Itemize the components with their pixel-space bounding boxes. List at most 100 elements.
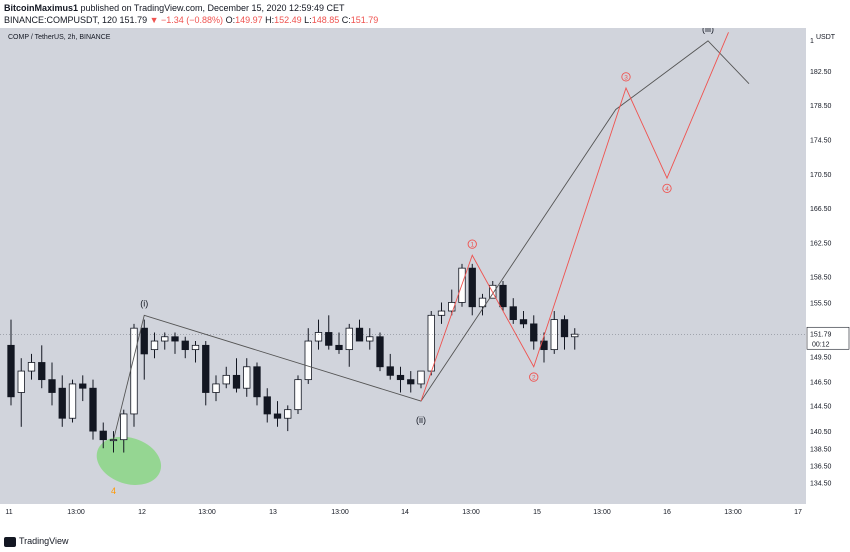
- currency-label: USDT: [816, 34, 836, 41]
- candle: [130, 323, 138, 427]
- candle-body: [140, 327, 148, 355]
- wave-label-circle: [662, 183, 672, 194]
- x-tick-label: 17: [794, 509, 802, 516]
- wave-label: (i): [140, 298, 148, 308]
- candle-body: [109, 439, 118, 442]
- y-tick-label: 134.50: [810, 481, 832, 488]
- x-tick-label: 13:00: [67, 509, 85, 516]
- candle: [478, 293, 487, 316]
- footer: TradingView: [0, 532, 850, 552]
- close-label: C:: [341, 15, 351, 25]
- x-tick-label: 13:00: [331, 509, 349, 516]
- candle-body: [437, 310, 446, 316]
- candle-body: [335, 344, 343, 351]
- candle: [325, 315, 333, 350]
- candle: [571, 328, 579, 350]
- candle-body: [243, 366, 251, 389]
- candle: [396, 366, 405, 393]
- time-axis-background: [0, 504, 806, 518]
- y-tick-label: 162.50: [810, 240, 832, 247]
- y-tick-label: 155.50: [810, 300, 832, 307]
- candle-body: [550, 319, 558, 351]
- close-value: 151.79: [350, 15, 379, 25]
- tradingview-logo[interactable]: TradingView: [4, 536, 69, 547]
- candle: [243, 358, 251, 397]
- candle-body: [519, 319, 528, 325]
- candle-body: [130, 327, 138, 415]
- candle: [27, 353, 36, 380]
- candle: [150, 332, 159, 359]
- candle: [191, 341, 200, 363]
- author-name[interactable]: BitcoinMaximus1: [4, 3, 79, 13]
- price-change: ▼ −1.34 (−0.88%): [149, 15, 224, 25]
- x-tick-label: 15: [533, 509, 541, 516]
- candle: [253, 362, 261, 406]
- candle-body: [17, 370, 25, 393]
- x-tick-label: 13:00: [462, 509, 480, 516]
- candle-body: [499, 284, 507, 308]
- candle-body: [417, 370, 425, 385]
- wave-label: (iii): [702, 28, 714, 34]
- candle-body: [38, 362, 46, 381]
- candlestick-chart[interactable]: COMP / TetherUS, 2h, BINANCE 182.50 178.50…: [0, 17, 850, 518]
- wave-label: (ii): [416, 415, 426, 425]
- candle: [560, 315, 569, 350]
- candle-body: [232, 374, 241, 389]
- last-price: 151.79: [119, 15, 148, 25]
- wave-label-circle: [529, 372, 539, 382]
- candle-body: [161, 336, 169, 342]
- candle-body: [284, 409, 292, 419]
- candle: [212, 375, 220, 402]
- y-tick-label: 146.50: [810, 379, 832, 386]
- candle-body: [314, 332, 323, 342]
- y-tick-label: 182.50: [810, 69, 832, 76]
- low-value: 148.85: [311, 15, 340, 25]
- candle: [366, 328, 374, 350]
- wave-label: 2: [532, 375, 536, 382]
- candle: [509, 298, 517, 324]
- y-tick-label: 170.50: [810, 172, 832, 179]
- candle-body: [202, 344, 210, 393]
- candle-body: [171, 336, 179, 342]
- candle-body: [263, 396, 271, 415]
- candle-body: [48, 379, 56, 393]
- candle: [519, 311, 528, 329]
- candle: [530, 315, 538, 350]
- x-tick-label: 11: [5, 509, 12, 516]
- publish-info: published on TradingView.com, December 1…: [80, 3, 345, 13]
- candle-body: [448, 302, 456, 312]
- sub-wave-line: [420, 32, 729, 402]
- candle-body: [253, 366, 261, 398]
- candle-body: [386, 366, 394, 376]
- last-price-label: 151.79: [810, 331, 832, 338]
- candle-body: [427, 314, 435, 372]
- price-axis-background: [806, 28, 850, 518]
- candle: [99, 422, 107, 449]
- candle: [345, 323, 353, 367]
- candle: [7, 319, 15, 406]
- candle: [17, 358, 25, 427]
- highlight-ellipse: [96, 436, 162, 485]
- high-value: 152.49: [274, 15, 302, 25]
- candle-body: [7, 344, 15, 398]
- candle: [437, 302, 446, 324]
- candle: [335, 332, 343, 354]
- y-tick-label: 144.50: [810, 403, 832, 410]
- y-tick-label: 158.50: [810, 275, 832, 282]
- candle: [232, 358, 241, 393]
- candle-body: [530, 323, 538, 342]
- candle: [294, 375, 302, 414]
- y-tick-label: 136.50: [810, 463, 832, 470]
- low-label: L:: [304, 15, 312, 25]
- candle-body: [478, 297, 487, 308]
- candle-body: [407, 379, 415, 385]
- wave-label: 3: [624, 74, 628, 81]
- candle-body: [560, 319, 569, 338]
- chart-area[interactable]: COMP / TetherUS, 2h, BINANCE 182.50 178.50…: [0, 17, 850, 518]
- candle-body: [468, 267, 476, 308]
- chart-title: COMP / TetherUS, 2h, BINANCE: [8, 34, 111, 41]
- tradingview-icon: [4, 536, 16, 547]
- x-tick-label: 16: [663, 509, 671, 516]
- candle-body: [68, 383, 77, 419]
- candle: [468, 263, 476, 316]
